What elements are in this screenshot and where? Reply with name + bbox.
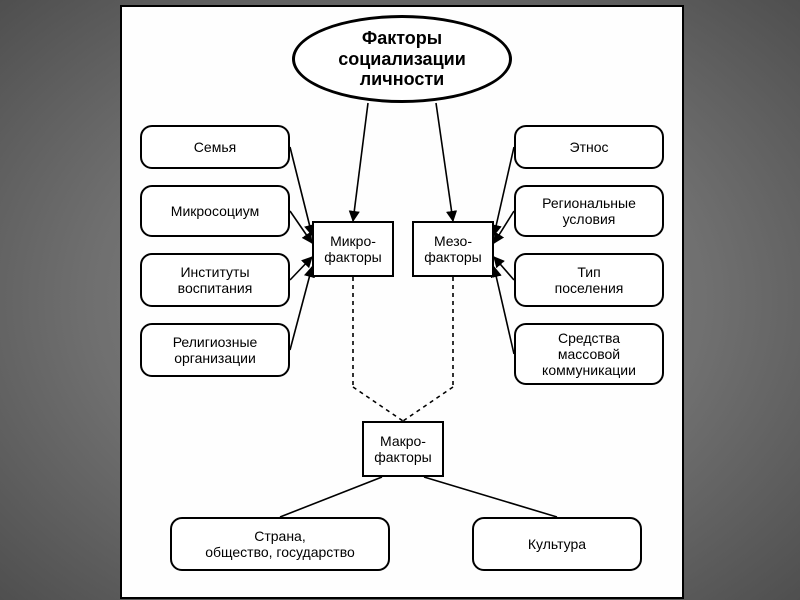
node-label: Институтывоспитания (178, 264, 253, 296)
node-label: Семья (194, 139, 236, 155)
node-label: Страна,общество, государство (205, 528, 355, 560)
left-node-microsocium: Микросоциум (140, 185, 290, 237)
diagram-panel: Факторысоциализацииличности Семья Микрос… (120, 5, 684, 599)
left-node-religious: Религиозныеорганизации (140, 323, 290, 377)
right-node-ethnos: Этнос (514, 125, 664, 169)
node-label: Религиозныеорганизации (173, 334, 258, 366)
right-node-regional: Региональныеусловия (514, 185, 664, 237)
node-label: Типпоселения (555, 264, 624, 296)
node-label: Региональныеусловия (542, 195, 636, 227)
left-node-family: Семья (140, 125, 290, 169)
node-label: Средствамассовойкоммуникации (542, 330, 636, 378)
stage: Факторысоциализацииличности Семья Микрос… (0, 0, 800, 600)
node-label: Макро-факторы (374, 433, 431, 465)
center-mezo: Мезо-факторы (412, 221, 494, 277)
bottom-node-culture: Культура (472, 517, 642, 571)
node-label: Микро-факторы (324, 233, 381, 265)
title-node: Факторысоциализацииличности (292, 15, 512, 103)
bottom-node-country: Страна,общество, государство (170, 517, 390, 571)
right-node-settlement: Типпоселения (514, 253, 664, 307)
node-label: Мезо-факторы (424, 233, 481, 265)
node-label: Микросоциум (171, 203, 259, 219)
center-micro: Микро-факторы (312, 221, 394, 277)
right-node-massmedia: Средствамассовойкоммуникации (514, 323, 664, 385)
left-node-institutes: Институтывоспитания (140, 253, 290, 307)
title-label: Факторысоциализацииличности (338, 28, 466, 90)
node-label: Этнос (570, 139, 609, 155)
node-label: Культура (528, 536, 586, 552)
center-macro: Макро-факторы (362, 421, 444, 477)
